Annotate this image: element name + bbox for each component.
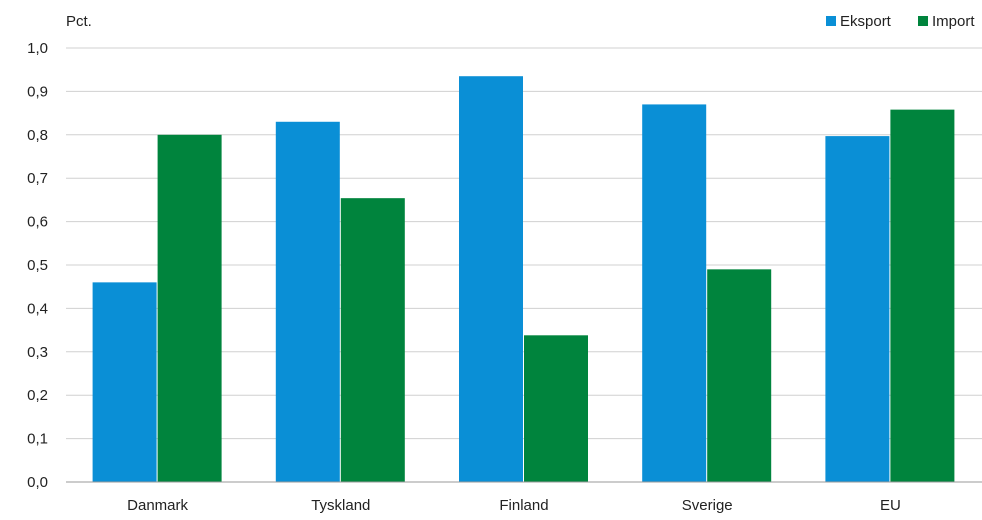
x-category-label: Tyskland: [311, 497, 370, 514]
bars: [92, 76, 955, 483]
y-tick-label: 0,5: [27, 257, 48, 274]
y-tick-label: 1,0: [27, 40, 48, 57]
bar-import-finland: [524, 335, 588, 482]
bar-eksport-tyskland: [275, 121, 340, 482]
bar-import-tyskland: [340, 198, 405, 482]
x-category-label: Finland: [499, 497, 548, 514]
bar-eksport-finland: [459, 76, 523, 483]
x-category-label: EU: [880, 497, 901, 514]
y-tick-label: 0,4: [27, 300, 48, 317]
bar-import-eu: [890, 109, 955, 483]
y-tick-label: 0,9: [27, 83, 48, 100]
y-tick-label: 0,7: [27, 170, 48, 187]
y-unit-label: Pct.: [66, 13, 92, 30]
bar-eksport-sverige: [642, 104, 707, 483]
y-tick-label: 0,6: [27, 214, 48, 231]
x-category-label: Sverige: [682, 497, 733, 514]
axes: 0,0 0,1 0,2 0,3 0,4 0,5 0,6 0,7 0,8 0,9 1,0 Danmark…: [27, 40, 982, 514]
bar-import-danmark: [157, 134, 222, 483]
y-tick-label: 0,3: [27, 344, 48, 361]
y-tick-label: 0,2: [27, 387, 48, 404]
bar-import-sverige: [707, 269, 772, 482]
legend-label-eksport: Eksport: [840, 13, 892, 30]
y-tick-label: 0,0: [27, 474, 48, 491]
x-category-label: Danmark: [127, 497, 188, 514]
bar-eksport-danmark: [92, 282, 157, 482]
bar-eksport-eu: [825, 136, 890, 483]
y-tick-label: 0,1: [27, 431, 48, 448]
legend-label-import: Import: [932, 13, 975, 30]
legend: Eksport Import: [826, 13, 975, 30]
legend-swatch-import: [918, 16, 928, 26]
legend-swatch-eksport: [826, 16, 836, 26]
y-tick-label: 0,8: [27, 127, 48, 144]
